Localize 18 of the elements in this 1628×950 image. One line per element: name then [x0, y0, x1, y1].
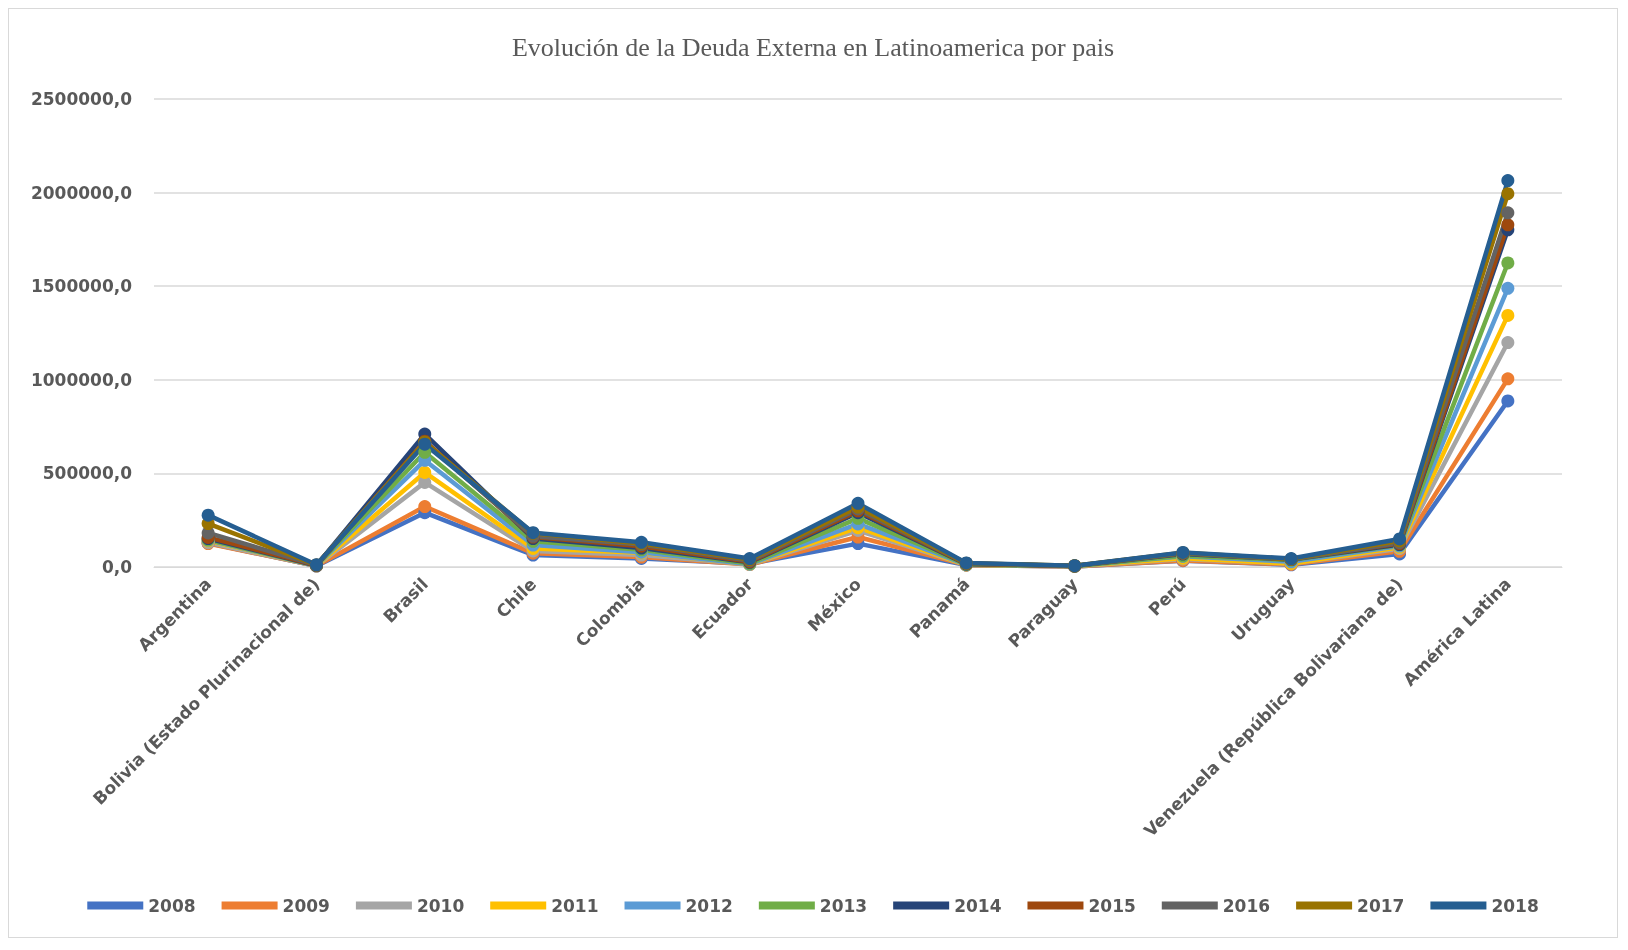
legend-label: 2012 [685, 895, 733, 916]
chart-title: Evolución de la Deuda Externa en Latinoamerica por pais [511, 32, 1115, 62]
legend-label: 2011 [551, 895, 599, 916]
y-tick-label: 2500000,0 [30, 89, 133, 109]
y-tick-label: 1000000,0 [30, 369, 133, 390]
legend-label: 2009 [282, 895, 330, 916]
legend-label: 2017 [1357, 895, 1405, 916]
y-tick-label: 1500000,0 [30, 276, 133, 297]
legend-label: 2010 [416, 895, 465, 916]
y-tick-label: 2000000,0 [30, 182, 133, 203]
legend-label: 2016 [1222, 895, 1271, 916]
legend-label: 2008 [148, 895, 196, 916]
legend-label: 2018 [1491, 895, 1539, 916]
legend-label: 2014 [954, 895, 1002, 916]
y-tick-label: 500000,0 [42, 463, 133, 484]
y-tick-label: 0,0 [101, 557, 133, 577]
legend-label: 2015 [1088, 895, 1136, 916]
legend-label: 2013 [819, 895, 868, 916]
